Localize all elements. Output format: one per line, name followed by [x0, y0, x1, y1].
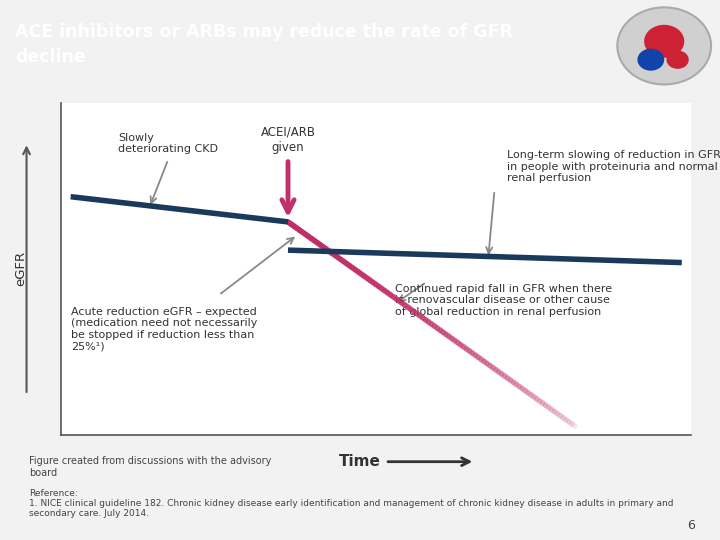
Text: Figure created from discussions with the advisory
board: Figure created from discussions with the…: [29, 456, 271, 478]
Text: Reference:
1. NICE clinical guideline 182. Chronic kidney disease early identifi: Reference: 1. NICE clinical guideline 18…: [29, 489, 673, 518]
Circle shape: [637, 49, 665, 71]
Text: ACEI/ARB
given: ACEI/ARB given: [261, 126, 315, 154]
Text: Slowly
deteriorating CKD: Slowly deteriorating CKD: [118, 133, 218, 154]
Text: Time: Time: [339, 454, 381, 469]
Circle shape: [667, 51, 689, 69]
Circle shape: [617, 8, 711, 84]
Text: 6: 6: [687, 519, 695, 532]
Text: eGFR: eGFR: [14, 251, 27, 286]
Text: Continued rapid fall in GFR when there
is renovascular disease or other cause
of: Continued rapid fall in GFR when there i…: [395, 284, 612, 317]
Text: ACE inhibitors or ARBs may reduce the rate of GFR
decline: ACE inhibitors or ARBs may reduce the ra…: [15, 23, 513, 65]
Circle shape: [644, 25, 684, 58]
Text: Long-term slowing of reduction in GFR
in people with proteinuria and normal
rena: Long-term slowing of reduction in GFR in…: [507, 150, 720, 184]
Text: Acute reduction eGFR – expected
(medication need not necessarily
be stopped if r: Acute reduction eGFR – expected (medicat…: [71, 307, 257, 352]
